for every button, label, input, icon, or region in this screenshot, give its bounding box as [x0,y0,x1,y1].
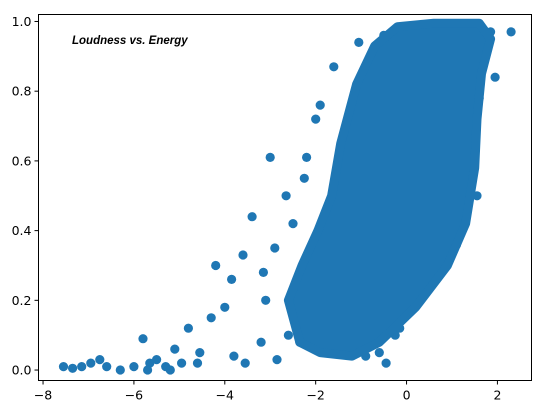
data-point [238,250,248,260]
data-point [138,334,148,344]
data-point [68,363,78,373]
data-point [281,191,291,201]
dense-point-cloud [283,18,496,361]
data-point [227,274,237,284]
data-point [374,348,384,358]
data-point [240,358,250,368]
x-tick-label: −2 [306,388,324,403]
data-point [258,267,268,277]
data-point [86,358,96,368]
data-point [354,37,364,48]
y-tick-label: 0.2 [12,293,32,308]
data-point [220,302,230,312]
data-point [329,62,339,72]
data-point [265,152,275,162]
data-point [288,219,298,229]
data-point [302,152,312,162]
x-tick-label: 2 [493,388,501,403]
data-point [195,348,205,358]
data-point [247,212,257,222]
data-point [206,313,216,323]
x-tick-label: −8 [34,388,52,403]
data-point [229,351,239,361]
y-tick-label: 1.0 [12,14,32,29]
data-point [283,330,293,340]
data-point [183,323,193,333]
x-tick-label: 0 [403,388,411,403]
points-layer [58,18,516,375]
data-point [152,355,162,365]
data-point [143,365,153,375]
data-point [506,27,516,37]
x-tick-label: −6 [125,388,143,403]
x-tick-label: −4 [216,388,234,403]
data-point [270,243,280,253]
chart-title: Loudness vs. Energy [72,35,188,47]
data-point [261,295,271,305]
data-point [102,362,112,372]
data-point [211,260,221,271]
data-point [95,355,105,365]
data-point [315,100,325,110]
y-tick-label: 0.4 [12,223,32,238]
data-point [129,362,139,372]
data-point [272,355,282,365]
axes-layer: −8 −6 −4 −2 0 2 0.0 0.2 0.4 0.6 0.8 1.0 [12,14,502,403]
data-point [77,362,87,372]
data-point [299,173,309,183]
plot-frame [38,14,532,381]
data-point [256,337,266,347]
data-point [192,358,203,368]
data-point [490,72,500,82]
data-point [381,358,391,368]
data-point [115,365,125,375]
y-tick-label: 0.0 [12,363,32,378]
data-point [170,344,180,354]
y-tick-label: 0.6 [12,153,32,168]
data-point [58,362,69,372]
y-tick-label: 0.8 [12,84,32,99]
data-point [165,365,175,375]
data-point [311,114,321,124]
data-point [145,358,155,368]
data-point [177,358,187,368]
